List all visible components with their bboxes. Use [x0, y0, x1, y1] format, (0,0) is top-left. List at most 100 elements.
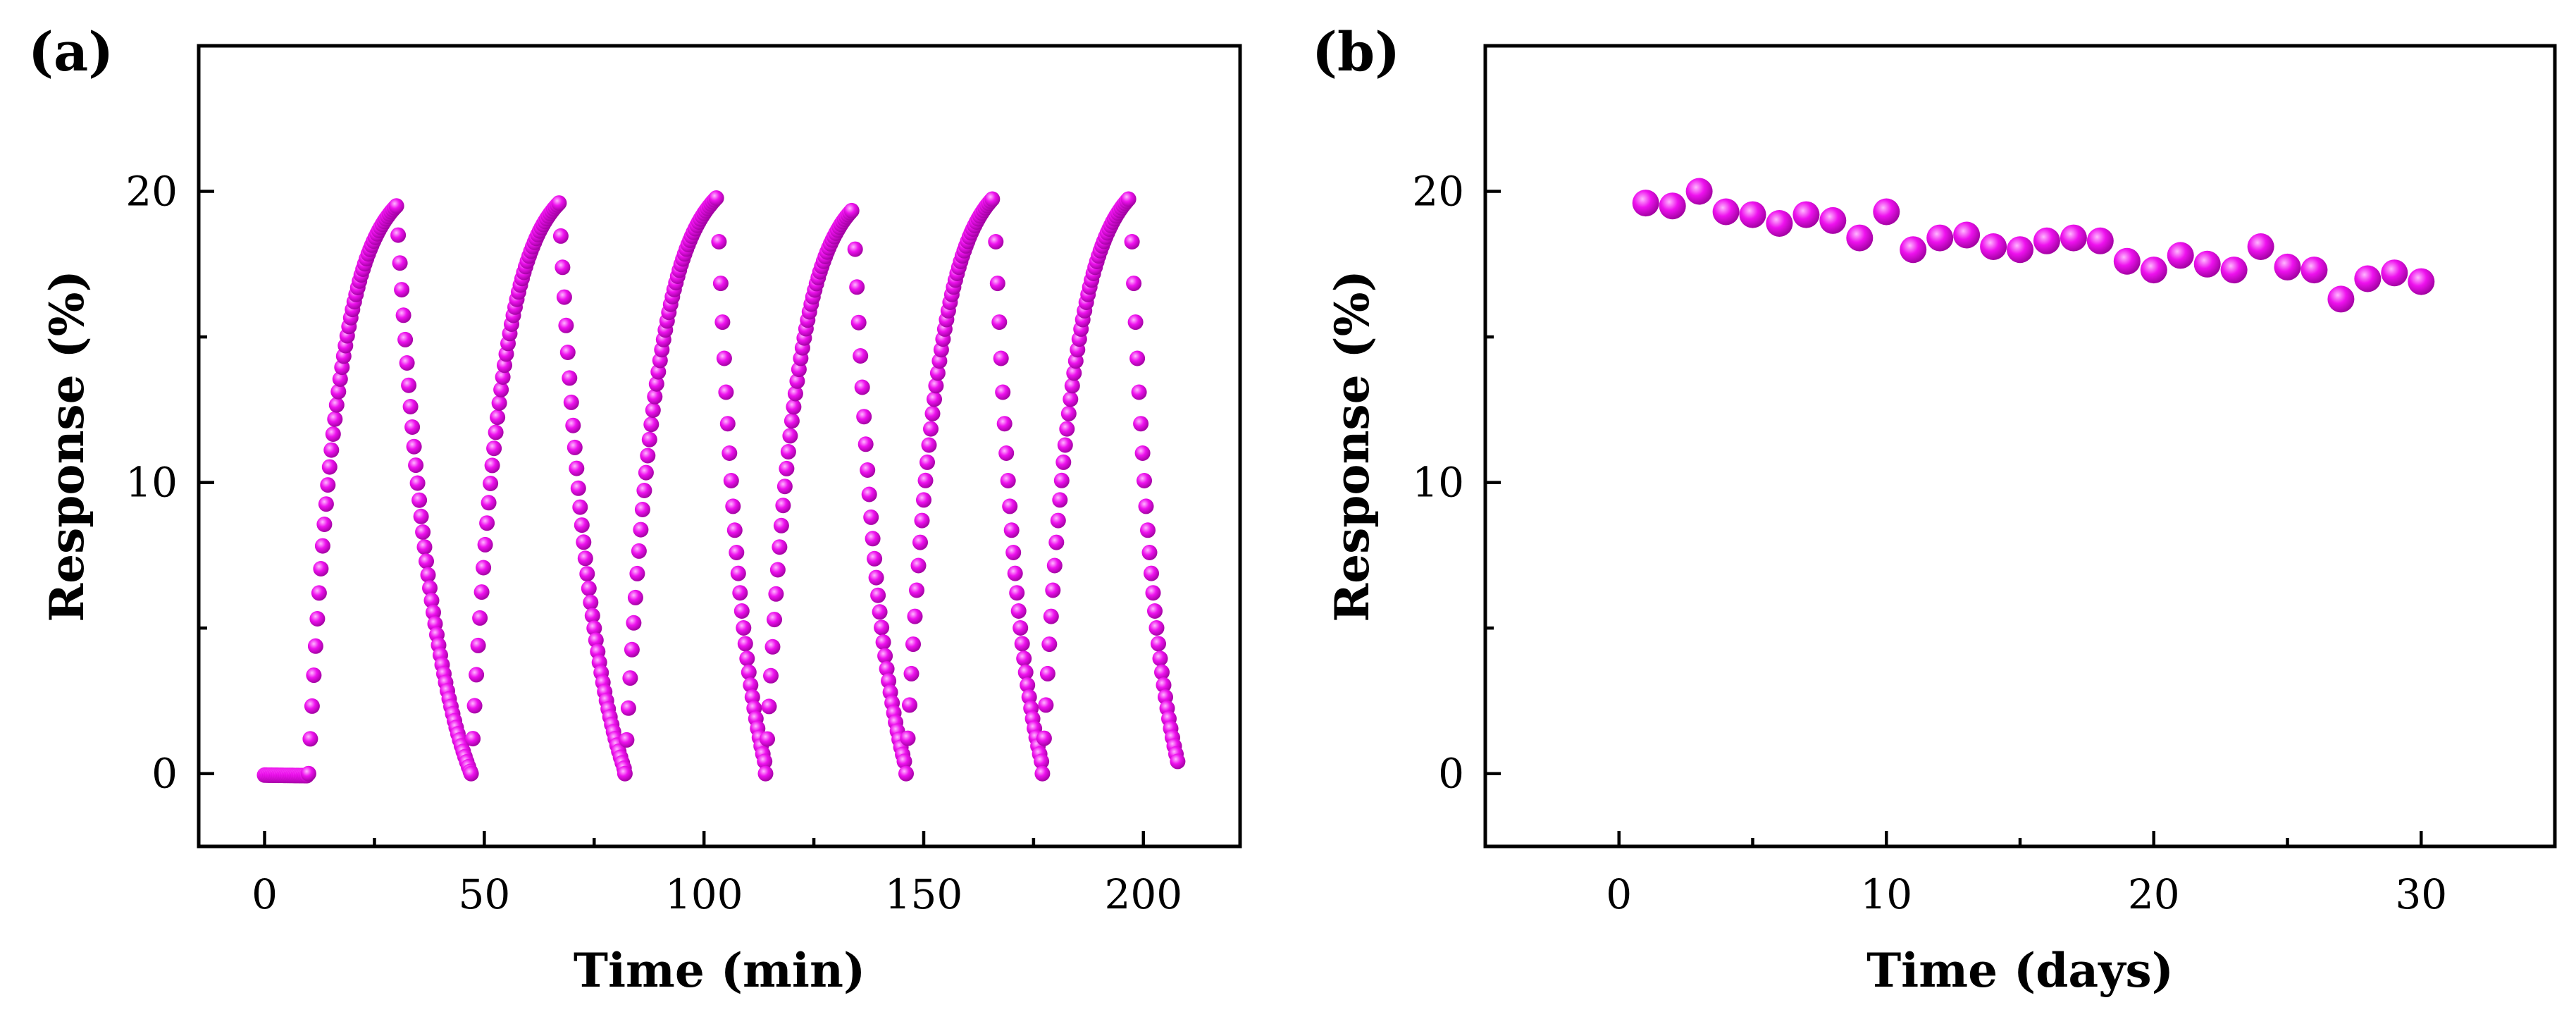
data-point: [2060, 224, 2087, 252]
data-point: [907, 608, 923, 624]
x-tick-label-a: 150: [885, 870, 963, 918]
data-point: [619, 732, 635, 748]
data-point: [306, 667, 322, 684]
data-point: [473, 584, 490, 600]
data-point: [1145, 585, 1161, 601]
data-point: [1141, 545, 1158, 560]
data-point: [332, 371, 348, 387]
data-point: [1926, 224, 1954, 252]
data-point: [586, 620, 602, 636]
data-point: [588, 632, 604, 648]
data-point: [313, 561, 329, 576]
data-point: [874, 619, 890, 636]
data-point: [555, 259, 571, 276]
data-point: [558, 317, 574, 333]
data-point: [2220, 257, 2248, 284]
data-point: [2247, 233, 2274, 260]
data-point: [768, 586, 784, 602]
y-tick-label-a: 10: [125, 459, 178, 507]
data-point: [321, 459, 338, 475]
data-point: [732, 585, 748, 601]
data-point: [1792, 201, 1820, 228]
x-tick-label-b: 0: [1606, 870, 1632, 918]
data-point: [1002, 498, 1018, 514]
data-point: [872, 604, 888, 620]
y-axis-label-a: Response (%): [39, 270, 94, 622]
data-point: [2167, 242, 2194, 269]
data-point: [903, 665, 919, 681]
data-points-a: [256, 190, 1186, 784]
data-point: [1134, 445, 1151, 461]
data-point: [722, 445, 738, 461]
data-point: [924, 405, 941, 421]
data-point: [909, 582, 924, 598]
data-point: [1013, 620, 1029, 636]
data-point: [718, 384, 734, 400]
data-point: [898, 765, 914, 782]
data-point: [463, 765, 479, 782]
data-point: [929, 365, 946, 381]
data-point: [789, 373, 805, 389]
data-point: [2274, 253, 2301, 280]
data-point: [1138, 498, 1154, 514]
data-point: [563, 394, 579, 410]
data-point: [1152, 650, 1168, 667]
data-point: [627, 589, 643, 605]
data-point: [723, 473, 739, 488]
data-point: [900, 730, 916, 746]
data-point: [1154, 664, 1170, 680]
data-point: [476, 560, 492, 576]
data-point: [1147, 603, 1163, 619]
data-point: [559, 345, 576, 360]
data-point: [466, 698, 483, 714]
data-point: [576, 534, 592, 550]
data-point: [712, 276, 729, 292]
data-point: [995, 384, 1011, 400]
data-point: [879, 661, 895, 677]
data-point: [881, 673, 897, 689]
data-point: [495, 369, 511, 385]
data-point: [1014, 636, 1030, 652]
data-point: [416, 539, 433, 555]
data-point: [1659, 192, 1686, 220]
data-point: [328, 397, 345, 413]
data-point: [1127, 314, 1144, 331]
data-point: [850, 314, 867, 331]
data-point: [1126, 276, 1142, 292]
data-point: [490, 409, 506, 426]
data-point: [757, 765, 774, 782]
panel-label-b: (b): [1312, 20, 1400, 83]
data-point: [2033, 227, 2060, 254]
data-point: [622, 670, 638, 686]
data-point: [743, 677, 759, 693]
data-point: [565, 417, 581, 433]
data-point: [2086, 227, 2114, 254]
data-point: [1170, 753, 1186, 770]
y-tick-label-b: 10: [1412, 459, 1464, 507]
data-point: [1151, 636, 1166, 652]
data-point: [736, 620, 752, 636]
data-point: [624, 641, 640, 658]
data-point: [488, 424, 504, 440]
data-point: [853, 348, 869, 364]
data-point: [786, 399, 802, 415]
data-point: [1712, 198, 1740, 226]
data-point: [989, 276, 1005, 292]
data-point: [401, 377, 417, 393]
data-point: [849, 279, 865, 295]
data-point: [764, 639, 781, 655]
data-point: [867, 550, 883, 567]
data-point: [914, 512, 930, 529]
x-tick-label-b: 20: [2128, 870, 2180, 918]
y-tick-label-a: 20: [125, 168, 178, 216]
data-point: [411, 492, 428, 508]
data-point: [757, 753, 773, 770]
data-point: [919, 454, 935, 470]
data-point: [1137, 473, 1152, 488]
data-point: [1010, 603, 1027, 619]
data-point: [650, 364, 667, 380]
data-point: [2193, 250, 2221, 278]
data-point: [486, 440, 502, 457]
data-point: [316, 517, 333, 532]
